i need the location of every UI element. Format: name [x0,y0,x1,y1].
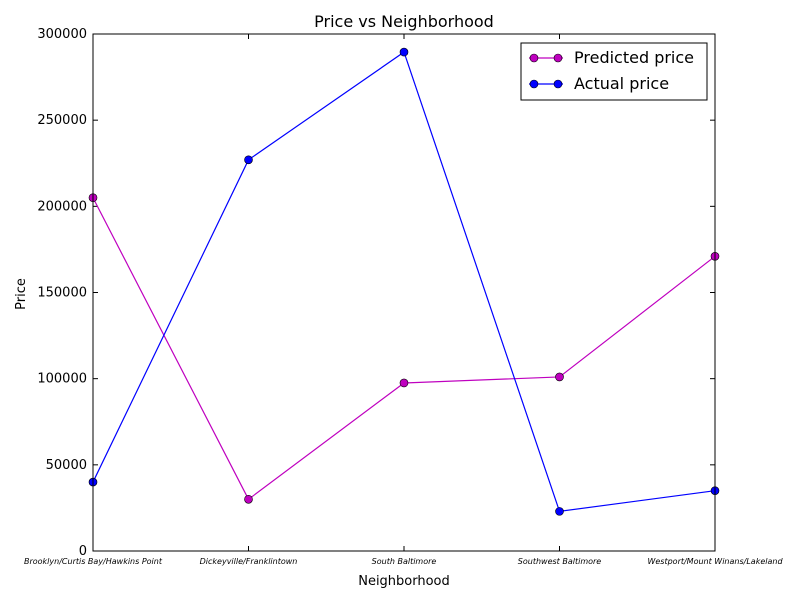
data-point [555,372,564,382]
axis-ticks: 0 50000 100000 150000 200000 250000 300000 Broo… [24,27,783,566]
x-tick-label: Dickeyville/Franklintown [200,557,298,566]
legend-marker [529,79,539,89]
chart-title: Price vs Neighborhood [314,12,494,31]
legend-marker [553,79,563,89]
data-point [244,494,253,504]
data-point [399,47,409,57]
x-tick-label: South Baltimore [372,557,437,566]
legend: Predicted price Actual price [520,42,708,101]
x-tick-label: Westport/Mount Winans/Lakeland [647,557,783,566]
legend-marker [553,53,563,63]
x-axis-label: Neighborhood [358,574,450,589]
y-tick-label: 100000 [37,372,87,387]
data-point [244,155,253,165]
y-axis-label: Price [14,278,29,310]
plot-frame [92,33,716,552]
legend-box [520,42,708,101]
y-tick-label: 250000 [37,113,87,128]
y-tick-label: 50000 [46,458,87,473]
legend-label: Actual price [574,74,669,93]
y-tick-label: 0 [79,544,87,559]
data-point [555,507,564,516]
legend-marker [529,53,539,63]
y-tick-label: 200000 [37,199,87,214]
data-point [399,378,409,388]
x-tick-label: Brooklyn/Curtis Bay/Hawkins Point [24,557,163,566]
series-group [88,47,720,516]
x-tick-label: Southwest Baltimore [518,557,602,566]
legend-label: Predicted price [574,48,694,67]
y-tick-label: 300000 [37,27,87,42]
y-tick-label: 150000 [37,286,87,301]
